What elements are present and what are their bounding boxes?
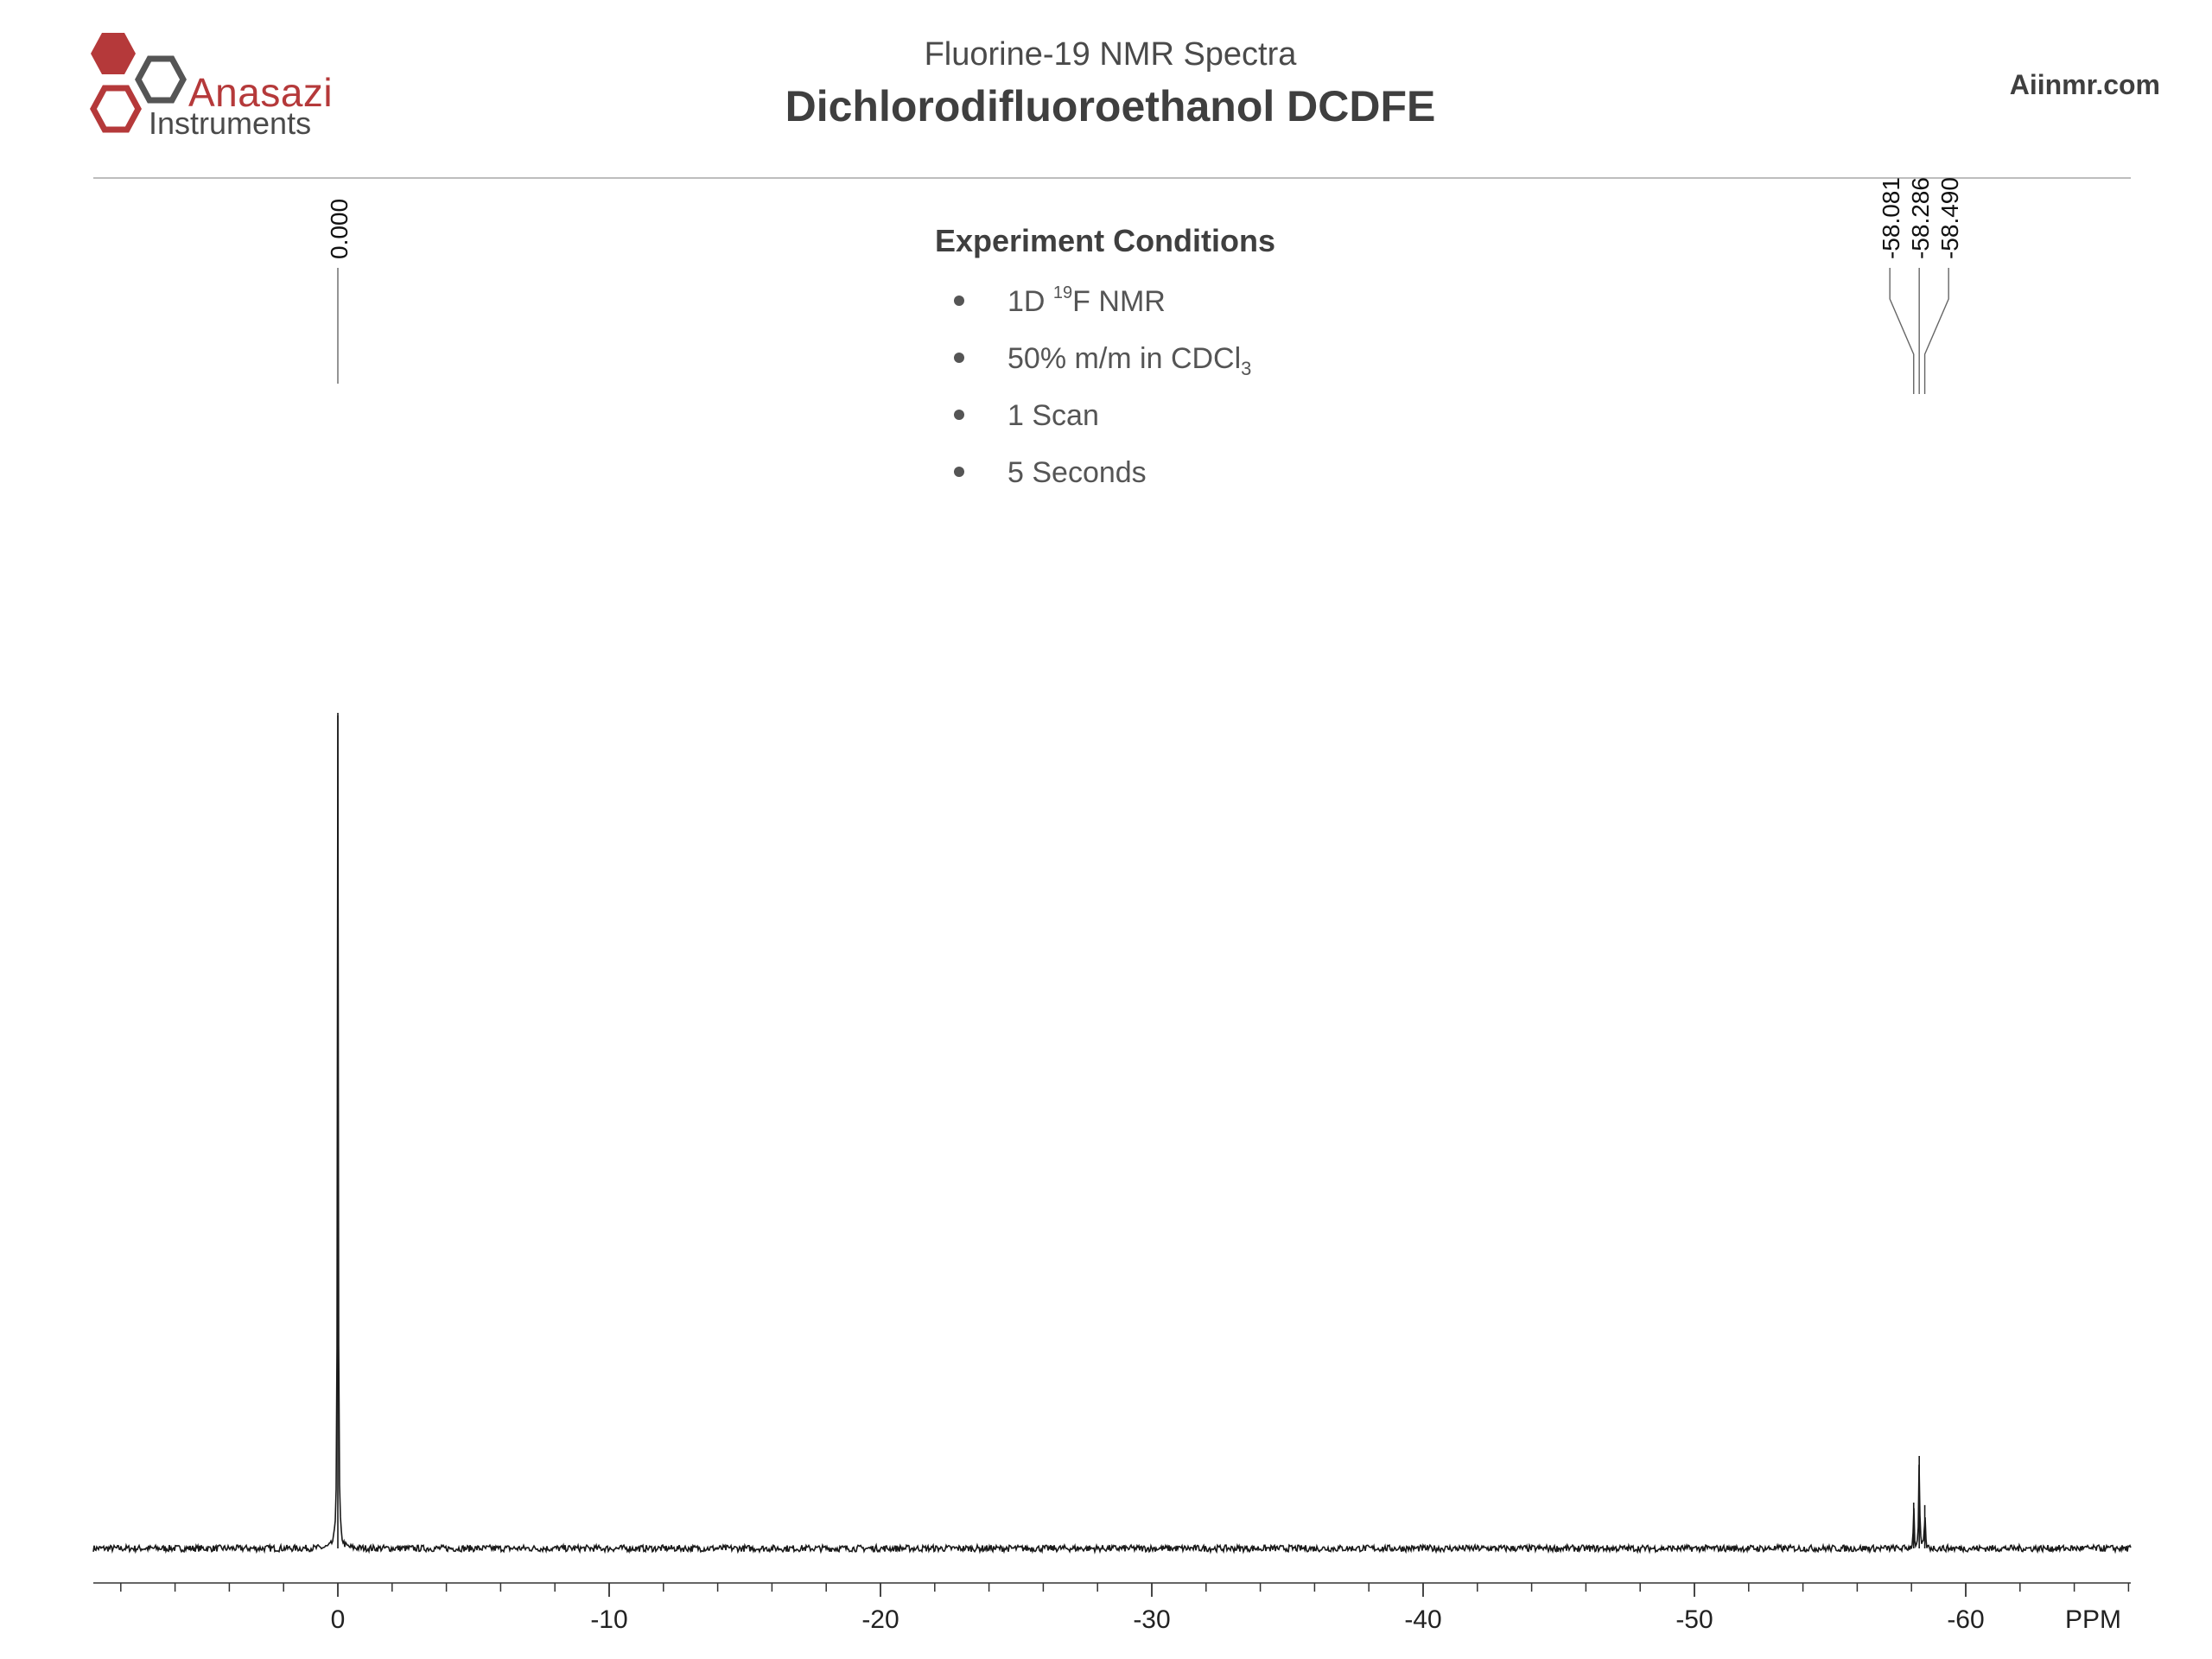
bullet-icon [954, 467, 964, 477]
x-tick-label: 0 [331, 1605, 346, 1634]
experiment-conditions: Experiment Conditions 1D 19F NMR 50% m/m… [935, 223, 1275, 513]
bullet-icon [954, 296, 964, 306]
condition-subscript: 3 [1241, 358, 1252, 379]
condition-text: 50% m/m in CDCl [1007, 342, 1242, 375]
conditions-title: Experiment Conditions [935, 223, 1276, 258]
peak-label-connector [1923, 268, 1949, 394]
condition-item: 1 Scan [935, 399, 1275, 456]
condition-item: 1D 19F NMR [935, 283, 1275, 342]
x-axis-label: PPM [2065, 1605, 2121, 1634]
condition-text: 5 Seconds [1007, 456, 1147, 489]
peak-label: 0.000 [326, 199, 353, 259]
anasazi-logo: Anasazi Instruments [86, 24, 372, 145]
x-tick-label: -40 [1404, 1605, 1441, 1634]
peak-label: -58.286 [1907, 177, 1934, 259]
condition-item: 50% m/m in CDCl3 [935, 342, 1275, 399]
page-subtitle: Fluorine-19 NMR Spectra [924, 36, 1297, 73]
condition-superscript: 19 [1052, 283, 1073, 302]
bullet-icon [954, 410, 964, 420]
condition-text: 1D [1007, 285, 1053, 318]
peak-label: -58.490 [1936, 177, 1963, 259]
header-divider [93, 177, 2131, 179]
logo-name: Anasazi [188, 70, 334, 115]
page-title: Dichlorodifluoroethanol DCDFE [785, 82, 1436, 130]
x-tick-label: -10 [590, 1605, 627, 1634]
peak-label: -58.081 [1878, 177, 1904, 259]
bullet-icon [954, 353, 964, 363]
spectrum-trace [92, 713, 2132, 1554]
logo-subtitle: Instruments [149, 105, 312, 141]
x-tick-label: -50 [1675, 1605, 1713, 1634]
x-tick-label: -20 [861, 1605, 899, 1634]
site-link[interactable]: Aiinmr.com [2009, 69, 2160, 100]
conditions-list: 1D 19F NMR 50% m/m in CDCl3 1 Scan 5 Sec… [935, 283, 1275, 513]
x-tick-label: -60 [1947, 1605, 1984, 1634]
x-tick-label: -30 [1133, 1605, 1170, 1634]
condition-text: 1 Scan [1007, 399, 1099, 432]
condition-item: 5 Seconds [935, 456, 1275, 513]
hexagon-logo-icon [90, 33, 187, 133]
peak-label-connector [1889, 268, 1915, 394]
condition-text-suffix: F NMR [1072, 285, 1166, 318]
